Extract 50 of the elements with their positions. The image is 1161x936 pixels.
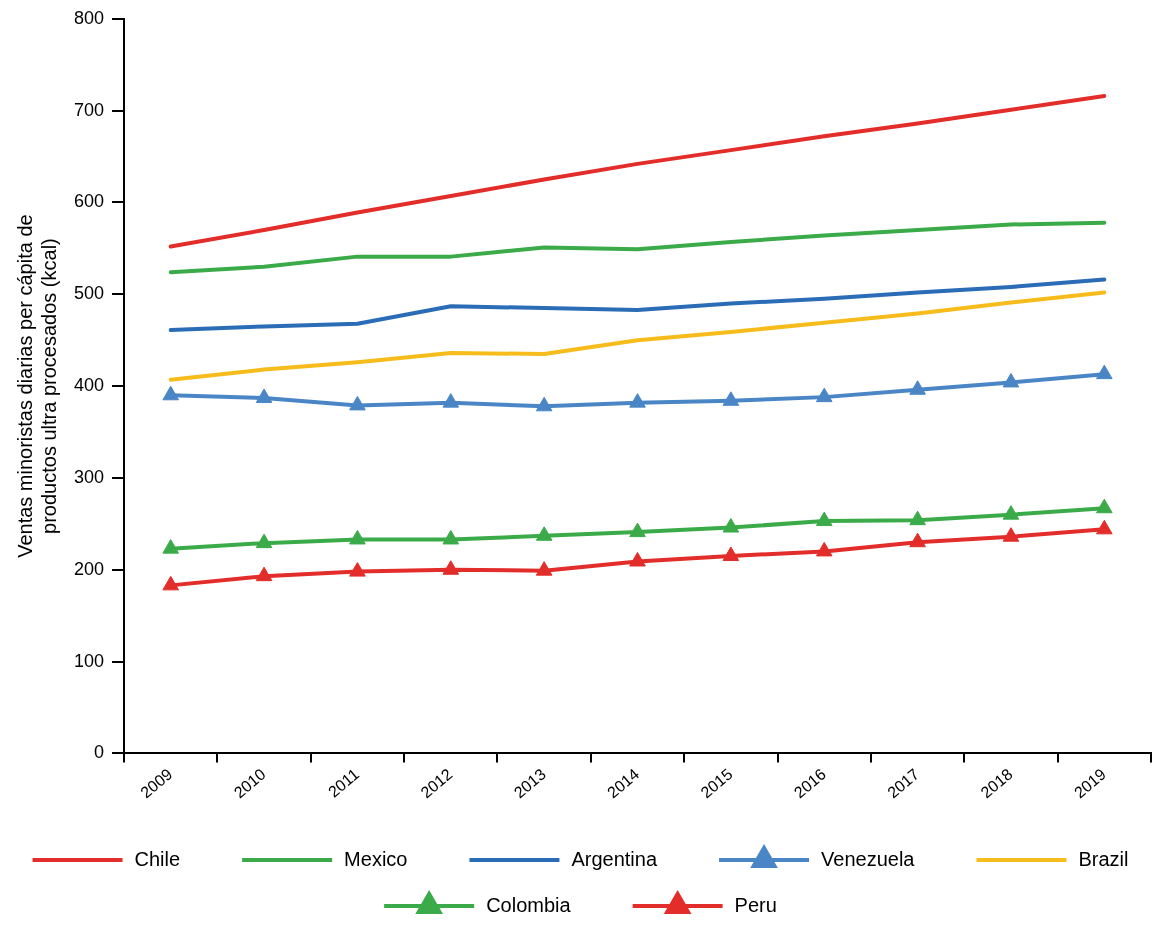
point (349, 529, 366, 545)
legend-label: Brazil (1078, 847, 1129, 870)
point (909, 532, 926, 548)
legend-label: Peru (734, 893, 777, 916)
point (442, 529, 460, 545)
point (815, 541, 833, 557)
point (629, 552, 646, 567)
point (255, 388, 273, 404)
point (909, 380, 926, 395)
point (815, 387, 833, 403)
y-tick-label: 500 (73, 283, 105, 304)
legend-label: Colombia (486, 893, 572, 916)
point (162, 385, 180, 401)
y-tick-label: 300 (73, 466, 105, 487)
point (629, 393, 646, 408)
point (442, 393, 460, 408)
point (629, 522, 646, 538)
point (1096, 364, 1113, 380)
point (1096, 498, 1113, 514)
point (162, 539, 180, 554)
legend-label: Argentina (571, 847, 658, 870)
point (722, 546, 740, 561)
y-axis-title: Ventas minoristas diarias per cápita de productos ultra procesados (kcal) (13, 214, 60, 558)
point (349, 395, 366, 411)
point (349, 562, 366, 577)
point (162, 575, 180, 591)
point (815, 511, 833, 527)
y-tick-label: 200 (73, 558, 105, 579)
legend-label: Venezuela (821, 847, 916, 870)
point (1096, 519, 1113, 535)
y-tick-label: 400 (73, 375, 105, 396)
point (722, 391, 740, 406)
legend-label: Chile (134, 847, 181, 870)
point (909, 510, 926, 526)
point (1002, 372, 1020, 388)
y-tick-label: 600 (73, 191, 105, 212)
point (442, 560, 460, 575)
y-tick-label: 100 (73, 650, 105, 671)
point (255, 533, 273, 549)
point (535, 396, 553, 412)
point (1002, 505, 1020, 520)
y-tick-label: 700 (73, 99, 105, 120)
point (1002, 527, 1020, 542)
point (535, 561, 553, 576)
y-tick-label: 0 (94, 742, 105, 763)
point (535, 526, 553, 541)
y-tick-label: 800 (73, 7, 105, 28)
legend-label: Mexico (344, 847, 408, 870)
point (722, 518, 740, 533)
point (255, 566, 273, 582)
